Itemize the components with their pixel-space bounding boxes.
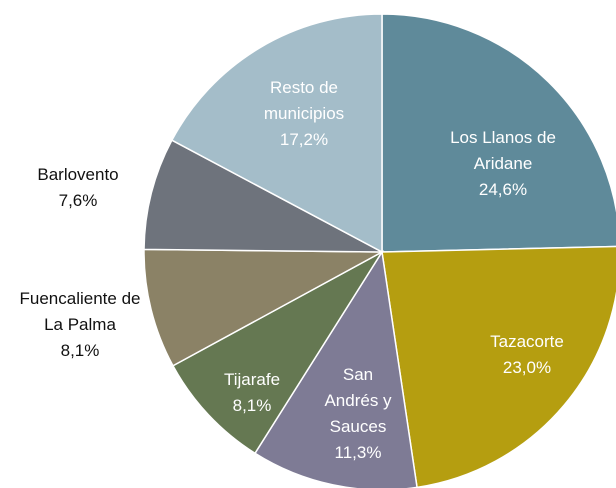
value-label: 11,3% — [334, 443, 382, 462]
pie-slice — [381, 13, 616, 253]
pie-slice — [143, 139, 383, 253]
value-label: 8,1% — [232, 396, 272, 415]
pie-slice — [381, 245, 616, 488]
category-name: Fuencaliente de La Palma — [19, 289, 141, 334]
value-label: 23,0% — [502, 358, 552, 377]
value-label: 7,6% — [58, 191, 98, 210]
slice-label: Barlovento 7,6% — [23, 162, 133, 214]
slice-label: San Andrés y Sauces 11,3% — [318, 362, 398, 466]
slice-label: Resto de municipios 17,2% — [252, 75, 357, 153]
value-label: 8,1% — [60, 341, 100, 360]
slice-label: Los Llanos de Aridane 24,6% — [428, 125, 578, 203]
pie-slice — [253, 249, 418, 488]
pie-slice — [171, 249, 385, 455]
pie-slice — [143, 248, 385, 367]
category-name: Los Llanos de Aridane — [450, 128, 556, 173]
pie-slice — [170, 13, 383, 254]
slice-label: Tijarafe 8,1% — [207, 367, 297, 419]
slice-label: Tazacorte 23,0% — [467, 329, 587, 381]
value-label: 17,2% — [279, 130, 329, 149]
category-name: Tazacorte — [490, 332, 564, 351]
slice-label: Fuencaliente de La Palma 8,1% — [18, 286, 143, 364]
category-name: Tijarafe — [223, 370, 281, 389]
category-name: San Andrés y Sauces — [324, 365, 392, 436]
value-label: 24,6% — [478, 180, 528, 199]
category-name: Resto de municipios — [263, 78, 345, 123]
category-name: Barlovento — [37, 165, 119, 184]
